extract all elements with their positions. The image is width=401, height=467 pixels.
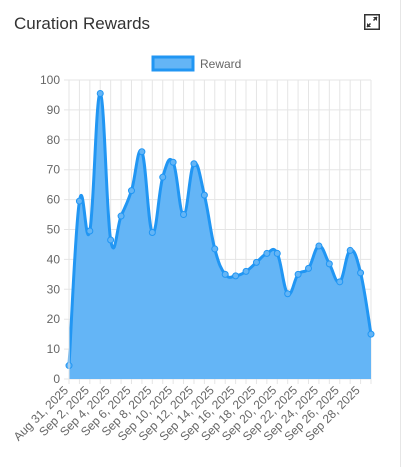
y-tick-label: 30 [47,282,61,296]
chart-legend: Reward [151,55,241,72]
y-tick-label: 90 [47,103,61,117]
data-point [211,245,219,253]
data-point [273,249,281,257]
chart-points [65,89,375,370]
data-point [107,236,115,244]
data-point [315,242,323,250]
data-point [242,267,250,275]
data-point [252,258,260,266]
legend-label: Reward [200,57,241,71]
expand-icon[interactable] [364,14,380,30]
data-point [325,260,333,268]
data-point [284,290,292,298]
data-point [75,197,83,205]
data-point [294,270,302,278]
series-area-fill [69,93,371,379]
y-tick-label: 10 [47,342,61,356]
data-point [367,330,375,338]
data-point [190,160,198,168]
data-point [117,212,125,220]
data-point [169,158,177,166]
data-point [346,246,354,254]
data-point [221,270,229,278]
data-point [200,191,208,199]
legend-swatch [151,55,195,72]
data-point [138,148,146,156]
data-point [86,227,94,235]
y-tick-label: 40 [47,252,61,266]
card-title: Curation Rewards [14,14,151,33]
y-tick-label: 100 [40,73,60,87]
y-tick-label: 0 [53,372,60,386]
y-tick-label: 70 [47,163,61,177]
data-point [336,278,344,286]
data-point [159,173,167,181]
y-tick-label: 60 [47,193,61,207]
data-point [305,264,313,272]
data-point [232,272,240,280]
y-tick-label: 80 [47,133,61,147]
y-axis: 0 10 20 30 40 50 60 70 80 90 100 [40,73,70,386]
data-point [357,269,365,277]
data-point [96,89,104,97]
y-tick-label: 20 [47,312,61,326]
chart-series-area [67,91,373,379]
data-point [127,187,135,195]
data-point [148,228,156,236]
data-point [180,211,188,219]
data-point [263,249,271,257]
y-tick-label: 50 [47,223,61,237]
